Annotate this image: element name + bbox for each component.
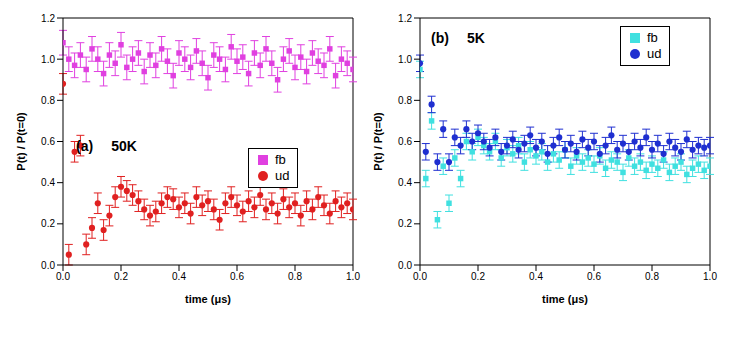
svg-text:0.4: 0.4 (529, 271, 543, 282)
svg-text:0.8: 0.8 (398, 95, 412, 106)
svg-text:0.8: 0.8 (41, 95, 55, 106)
svg-text:1.0: 1.0 (703, 271, 717, 282)
html-text:ud: ud (275, 168, 290, 183)
svg-text:0.4: 0.4 (398, 177, 412, 188)
svg-text:time (μs): time (μs) (185, 293, 231, 305)
html-text:50K: 50K (111, 138, 137, 154)
svg-text:0.2: 0.2 (41, 218, 55, 229)
svg-text:0.4: 0.4 (172, 271, 186, 282)
html-text:fb: fb (647, 30, 658, 45)
html-text:ud: ud (647, 46, 662, 61)
svg-text:0.2: 0.2 (114, 271, 128, 282)
svg-text:0.6: 0.6 (587, 271, 601, 282)
svg-text:0.2: 0.2 (398, 218, 412, 229)
svg-text:time (μs): time (μs) (542, 293, 588, 305)
svg-text:0.0: 0.0 (41, 260, 55, 271)
svg-text:0.2: 0.2 (471, 271, 485, 282)
html-text:(b): (b) (431, 30, 449, 46)
svg-text:1.2: 1.2 (398, 13, 412, 24)
svg-text:0.0: 0.0 (398, 260, 412, 271)
svg-text:1.0: 1.0 (398, 54, 412, 65)
svg-text:1.2: 1.2 (41, 13, 55, 24)
svg-text:0.8: 0.8 (288, 271, 302, 282)
svg-text:0.6: 0.6 (230, 271, 244, 282)
svg-text:P(t) / P(t=0): P(t) / P(t=0) (15, 112, 27, 171)
svg-text:0.6: 0.6 (398, 136, 412, 147)
svg-text:1.0: 1.0 (41, 54, 55, 65)
svg-text:0.8: 0.8 (645, 271, 659, 282)
html-text:5K: 5K (466, 30, 485, 46)
html-text:fb: fb (275, 152, 286, 167)
svg-text:P(t) / P(t=0): P(t) / P(t=0) (372, 112, 384, 171)
svg-text:0.0: 0.0 (56, 271, 70, 282)
svg-text:0.6: 0.6 (41, 136, 55, 147)
svg-text:0.0: 0.0 (413, 271, 427, 282)
html-text:(a): (a) (76, 138, 94, 154)
svg-text:1.0: 1.0 (346, 271, 360, 282)
svg-text:0.4: 0.4 (41, 177, 55, 188)
